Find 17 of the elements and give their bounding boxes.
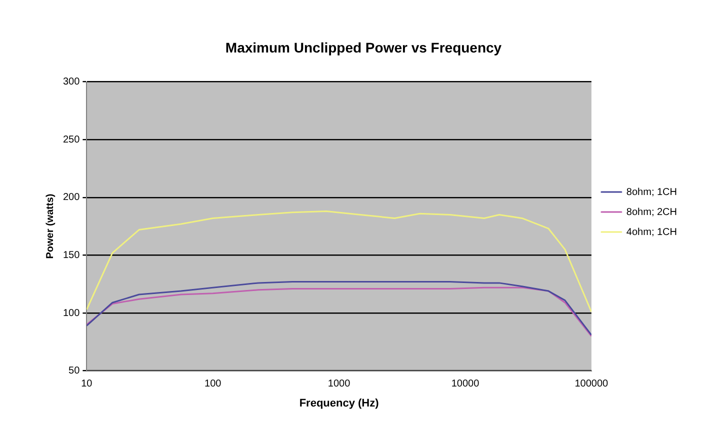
y-tick-label: 200 [62,192,80,204]
x-tick-label: 10 [81,378,93,390]
legend-label: 8ohm; 1CH [626,186,677,198]
x-axis-title: Frequency (Hz) [299,397,380,410]
y-tick-label: 250 [62,134,80,146]
legend-label: 4ohm; 1CH [626,226,677,238]
y-tick-label: 50 [68,366,80,377]
x-tick-label: 10000 [451,378,480,390]
chart-title: Maximum Unclipped Power vs Frequency [225,39,502,56]
y-tick-label: 150 [62,250,80,261]
y-tick-label: 300 [62,76,80,88]
x-tick-label: 100000 [574,378,609,390]
legend-label: 8ohm; 2CH [626,206,677,218]
x-tick-label: 100 [204,378,222,390]
y-axis-title: Power (watts) [44,194,56,259]
y-tick-label: 100 [62,308,80,319]
x-tick-label: 1000 [328,378,351,390]
